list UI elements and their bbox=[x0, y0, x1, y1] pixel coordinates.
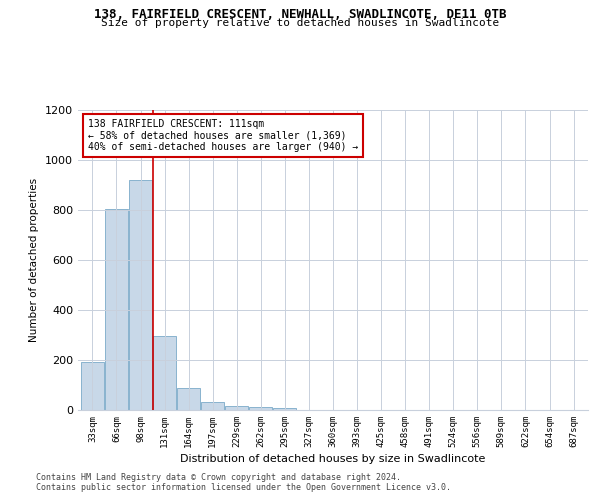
Bar bbox=[177, 388, 200, 410]
Y-axis label: Number of detached properties: Number of detached properties bbox=[29, 178, 40, 342]
Text: 138 FAIRFIELD CRESCENT: 111sqm
← 58% of detached houses are smaller (1,369)
40% : 138 FAIRFIELD CRESCENT: 111sqm ← 58% of … bbox=[88, 119, 358, 152]
Text: 138, FAIRFIELD CRESCENT, NEWHALL, SWADLINCOTE, DE11 0TB: 138, FAIRFIELD CRESCENT, NEWHALL, SWADLI… bbox=[94, 8, 506, 20]
Bar bbox=[226, 406, 248, 410]
Bar bbox=[153, 336, 176, 410]
Text: Contains HM Land Registry data © Crown copyright and database right 2024.: Contains HM Land Registry data © Crown c… bbox=[36, 474, 401, 482]
Bar bbox=[105, 209, 128, 410]
Bar bbox=[250, 407, 272, 410]
X-axis label: Distribution of detached houses by size in Swadlincote: Distribution of detached houses by size … bbox=[181, 454, 485, 464]
Bar bbox=[274, 408, 296, 410]
Bar bbox=[201, 402, 224, 410]
Text: Contains public sector information licensed under the Open Government Licence v3: Contains public sector information licen… bbox=[36, 484, 451, 492]
Bar bbox=[129, 180, 152, 410]
Bar bbox=[81, 362, 104, 410]
Text: Size of property relative to detached houses in Swadlincote: Size of property relative to detached ho… bbox=[101, 18, 499, 28]
